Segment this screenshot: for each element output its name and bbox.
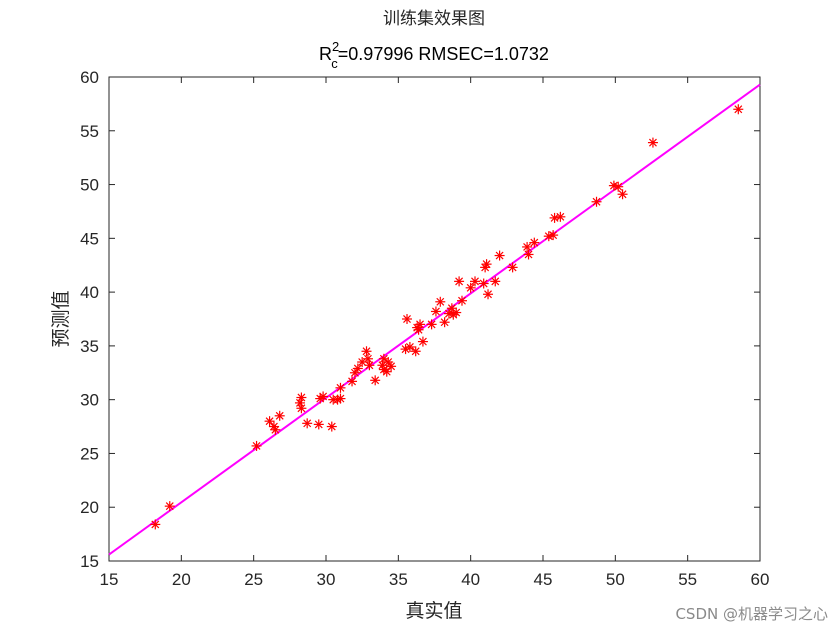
data-point (352, 363, 363, 374)
data-point (410, 346, 421, 357)
data-point (529, 237, 540, 248)
data-point (335, 393, 346, 404)
data-markers (150, 104, 744, 530)
data-point (296, 403, 307, 414)
y-tick-label: 35 (80, 337, 99, 356)
x-axis-label: 真实值 (405, 600, 462, 622)
data-point (435, 296, 446, 307)
data-point (251, 440, 262, 451)
data-point (426, 319, 437, 330)
data-point (386, 361, 397, 372)
y-tick-label: 25 (80, 444, 99, 463)
y-tick-label: 30 (80, 391, 99, 410)
x-tick-label: 35 (389, 570, 408, 589)
y-tick-label: 55 (80, 122, 99, 141)
data-point (523, 249, 534, 260)
chart-title: 训练集效果图 (383, 9, 485, 29)
data-point (326, 421, 337, 432)
y-tick-label: 60 (80, 68, 99, 87)
y-tick-label: 15 (80, 552, 99, 571)
data-point (361, 346, 372, 357)
data-point (591, 196, 602, 207)
data-point (318, 391, 329, 402)
data-point (617, 189, 628, 200)
data-point (270, 424, 281, 435)
data-point (296, 392, 307, 403)
data-point (415, 319, 426, 330)
data-point (456, 295, 467, 306)
data-point (522, 241, 533, 252)
data-point (417, 336, 428, 347)
x-tick-label: 45 (534, 570, 553, 589)
data-point (613, 181, 624, 192)
subtitle-text: =0.97996 RMSEC=1.0732 (338, 44, 549, 64)
data-point (150, 519, 161, 530)
data-point (404, 341, 415, 352)
x-tick-label: 60 (751, 570, 770, 589)
data-point (470, 276, 481, 287)
data-point (481, 259, 492, 270)
y-tick-label: 20 (80, 498, 99, 517)
data-point (555, 211, 566, 222)
data-point (402, 314, 413, 324)
data-point (347, 376, 358, 387)
subtitle-prefix: R (319, 44, 332, 64)
subtitle-superscript: 2 (332, 39, 339, 54)
y-axis-label: 预测值 (50, 290, 72, 347)
data-point (733, 104, 744, 115)
data-point (430, 306, 441, 317)
data-point (274, 410, 285, 421)
axis-tick-labels: 15 20 25 30 35 40 45 50 55 60 15 20 25 30 35 40 45 50 55 60 (80, 68, 769, 589)
data-point (478, 278, 489, 289)
data-point (548, 230, 559, 241)
y-tick-label: 50 (80, 176, 99, 195)
data-point (439, 317, 450, 328)
data-point (164, 501, 175, 512)
data-point (465, 282, 476, 293)
data-point (264, 416, 275, 427)
y-tick-label: 45 (80, 229, 99, 248)
fit-line (108, 83, 761, 556)
data-point (364, 360, 375, 371)
data-point (370, 375, 381, 386)
x-tick-label: 30 (317, 570, 336, 589)
data-point (302, 418, 313, 429)
data-point (483, 289, 494, 300)
chart-subtitle: R2 c=0.97996 RMSEC=1.0732 (319, 39, 549, 71)
data-point (549, 212, 560, 223)
data-point (451, 307, 462, 318)
data-point (507, 262, 518, 273)
x-tick-label: 40 (461, 570, 480, 589)
data-point (313, 419, 324, 430)
y-tick-label: 40 (80, 283, 99, 302)
data-point (454, 276, 465, 287)
x-tick-label: 25 (244, 570, 263, 589)
data-point (362, 353, 373, 364)
axis-ticks (108, 76, 761, 562)
data-point (381, 366, 392, 377)
watermark: CSDN @机器学习之心 (675, 605, 828, 623)
x-tick-label: 50 (606, 570, 625, 589)
data-point (494, 250, 505, 261)
x-tick-label: 55 (678, 570, 697, 589)
fit-line-layer (108, 83, 761, 556)
plot-area: 15 20 25 30 35 40 45 50 55 60 15 20 25 30 35 40 45 50 55 60 (80, 68, 769, 589)
x-tick-label: 15 (100, 570, 119, 589)
data-point (490, 276, 501, 287)
x-tick-label: 20 (172, 570, 191, 589)
data-point (335, 382, 346, 393)
data-point (647, 137, 658, 148)
subtitle-subscript: c (331, 56, 338, 71)
